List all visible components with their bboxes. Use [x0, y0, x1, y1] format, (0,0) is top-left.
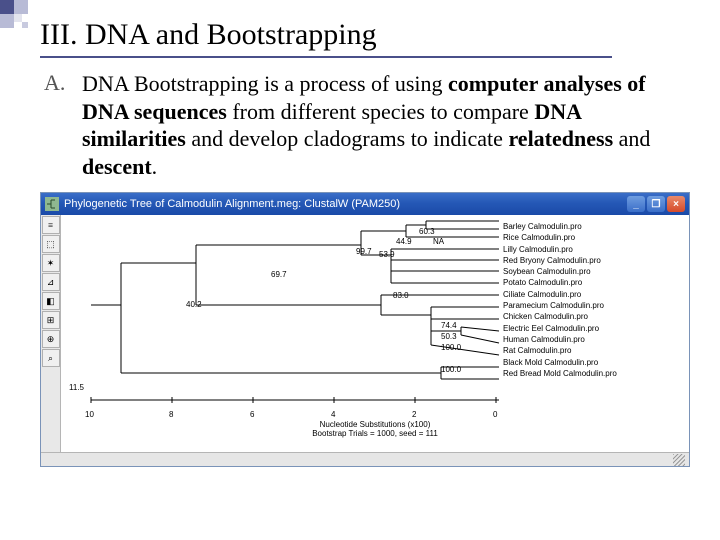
axis-tick: 6: [250, 410, 254, 419]
branch-value: 40.2: [186, 300, 202, 309]
deco-square: [0, 14, 14, 28]
branch-value: 83.0: [393, 291, 409, 300]
para-bold-4: descent: [82, 154, 152, 179]
deco-square: [0, 0, 14, 14]
para-seg-2: from different species to compare: [227, 99, 534, 124]
maximize-icon: ❐: [652, 199, 661, 210]
close-button[interactable]: ×: [667, 196, 685, 212]
toolbar-button[interactable]: ✶: [42, 254, 60, 272]
species-labels: Barley Calmodulin.proRice Calmodulin.pro…: [503, 221, 617, 379]
minimize-button[interactable]: _: [627, 196, 645, 212]
close-icon: ×: [673, 199, 679, 210]
branch-value: 74.4: [441, 321, 457, 330]
axis-tick: 8: [169, 410, 173, 419]
toolbar-button[interactable]: ⬚: [42, 235, 60, 253]
deco-square: [14, 0, 28, 14]
branch-value: 100.0: [441, 343, 461, 352]
window-title-text: Phylogenetic Tree of Calmodulin Alignmen…: [64, 198, 627, 210]
deco-square: [22, 22, 28, 28]
para-seg-4: and: [613, 126, 650, 151]
paragraph-text: DNA Bootstrapping is a process of using …: [82, 70, 660, 180]
toolbar-button[interactable]: ◧: [42, 292, 60, 310]
species-label: Rice Calmodulin.pro: [503, 232, 617, 243]
species-label: Ciliate Calmodulin.pro: [503, 289, 617, 300]
toolbar-button[interactable]: ⊕: [42, 330, 60, 348]
species-label: Paramecium Calmodulin.pro: [503, 300, 617, 311]
branch-value: 60.3: [419, 227, 435, 236]
axis-area: 10 8 6 4 2 0 Nucleotide Substitutions (x…: [61, 410, 689, 438]
phylogenetic-window: Phylogenetic Tree of Calmodulin Alignmen…: [40, 192, 690, 467]
axis-tick: 0: [493, 410, 497, 419]
species-label: Soybean Calmodulin.pro: [503, 266, 617, 277]
species-label: Red Bryony Calmodulin.pro: [503, 255, 617, 266]
branch-value: 99.7: [356, 247, 372, 256]
para-seg-1: DNA Bootstrapping is a process of using: [82, 71, 448, 96]
species-label: Electric Eel Calmodulin.pro: [503, 323, 617, 334]
species-label: Human Calmodulin.pro: [503, 334, 617, 345]
toolbar-button[interactable]: ⊞: [42, 311, 60, 329]
x-axis-label: Nucleotide Substitutions (x100): [61, 420, 689, 429]
branch-value: 53.9: [379, 250, 395, 259]
axis-tick: 2: [412, 410, 416, 419]
toolbar-button[interactable]: ⌕: [42, 349, 60, 367]
branch-value: 69.7: [271, 270, 287, 279]
slide-corner-deco: [0, 0, 38, 38]
left-toolbar: ≡⬚✶⊿◧⊞⊕⌕: [41, 215, 61, 452]
axis-tick: 10: [85, 410, 94, 419]
species-label: Black Mold Calmodulin.pro: [503, 357, 617, 368]
species-label: Chicken Calmodulin.pro: [503, 311, 617, 322]
window-footer: [41, 452, 689, 466]
toolbar-button[interactable]: ⊿: [42, 273, 60, 291]
deco-square: [14, 14, 22, 22]
maximize-button[interactable]: ❐: [647, 196, 665, 212]
species-label: Potato Calmodulin.pro: [503, 277, 617, 288]
branch-value: 50.3: [441, 332, 457, 341]
tree-app-icon: [45, 197, 59, 211]
minimize-icon: _: [633, 199, 639, 210]
branch-value: 44.9: [396, 237, 412, 246]
bootstrap-label: Bootstrap Trials = 1000, seed = 111: [61, 429, 689, 438]
toolbar-button[interactable]: ≡: [42, 216, 60, 234]
species-label: Lilly Calmodulin.pro: [503, 244, 617, 255]
species-label: Barley Calmodulin.pro: [503, 221, 617, 232]
species-label: Rat Calmodulin.pro: [503, 345, 617, 356]
root-label: 11.5: [69, 383, 84, 392]
slide-title: III. DNA and Bootstrapping: [40, 18, 612, 58]
list-letter: A.: [44, 70, 68, 180]
para-bold-3: relatedness: [508, 126, 613, 151]
body-paragraph: A. DNA Bootstrapping is a process of usi…: [0, 60, 720, 188]
branch-value: NA: [433, 237, 444, 246]
window-titlebar[interactable]: Phylogenetic Tree of Calmodulin Alignmen…: [41, 193, 689, 215]
para-seg-5: .: [152, 154, 158, 179]
species-label: Red Bread Mold Calmodulin.pro: [503, 368, 617, 379]
tree-chart-area[interactable]: Barley Calmodulin.proRice Calmodulin.pro…: [61, 215, 689, 452]
resize-grip-icon[interactable]: [673, 454, 685, 466]
axis-tick: 4: [331, 410, 335, 419]
para-seg-3: and develop cladograms to indicate: [186, 126, 509, 151]
branch-value: 100.0: [441, 365, 461, 374]
